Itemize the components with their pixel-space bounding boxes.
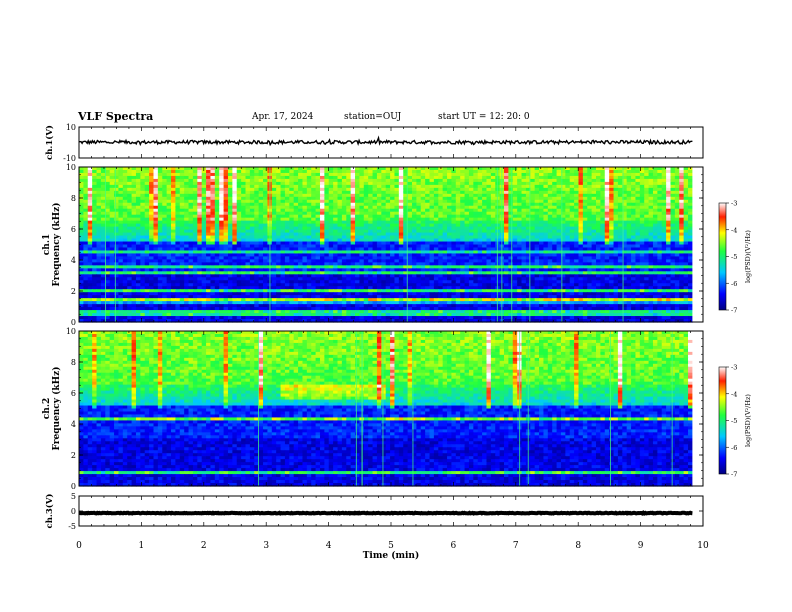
xtick-label: 5 [388,541,394,551]
colorbar-tick-label: -4 [731,226,737,234]
xtick-label: 4 [326,541,332,551]
x-axis-label: Time (min) [363,550,420,561]
ch2-spectrogram [79,331,703,487]
ch1-waveform [79,135,693,147]
figure-title: VLF Spectra [78,110,154,123]
ytick-label: 10 [66,123,76,132]
xtick-label: 8 [575,541,581,551]
colorbar-tick-label: -6 [731,444,737,452]
xtick-label: 10 [697,541,709,551]
ch1-spectrogram [79,167,703,323]
xtick-label: 9 [638,541,644,551]
colorbar-label: log(PSD)(V²/Hz) [744,394,752,447]
xtick-label: 2 [201,541,207,551]
ytick-label: 4 [71,420,76,429]
colorbar-tick-label: -6 [731,280,737,288]
colorbar [718,202,727,311]
ytick-label: -5 [68,522,76,531]
station-label: station=OUJ [344,112,402,122]
colorbar-tick-label: -3 [731,364,737,372]
ytick-label: 5 [71,492,76,501]
ytick-label: 10 [66,163,76,172]
y-axis-label: Frequency (kHz) [51,202,62,286]
ytick-label: -10 [63,154,76,163]
ytick-label: 8 [71,194,76,203]
colorbar-tick-label: -4 [731,390,737,398]
y-axis-label: ch.3(V) [44,494,55,529]
ytick-label: 2 [71,451,76,460]
colorbar [718,366,727,475]
ytick-label: 6 [71,225,76,234]
xtick-label: 7 [513,541,519,551]
xtick-label: 3 [263,541,269,551]
start-time-label: start UT = 12: 20: 0 [438,112,530,122]
colorbar-label: log(PSD)(V²/Hz) [744,230,752,283]
y-axis-label: ch.1(V) [44,125,55,160]
channel-label: ch.2 [42,398,52,419]
colorbar-tick-label: -7 [731,307,737,315]
date-label: Apr. 17, 2024 [252,112,314,122]
ytick-label: 0 [71,482,76,491]
ytick-label: 2 [71,287,76,296]
xtick-label: 0 [76,541,82,551]
ytick-label: 0 [71,318,76,327]
colorbar-tick-label: -5 [731,253,737,261]
ch3-waveform [78,510,693,516]
xtick-label: 1 [139,541,145,551]
ytick-label: 8 [71,358,76,367]
colorbar-tick-label: -5 [731,417,737,425]
ytick-label: 6 [71,389,76,398]
ytick-label: 0 [71,507,76,516]
xtick-label: 6 [451,541,457,551]
colorbar-tick-label: -3 [731,200,737,208]
y-axis-label: Frequency (kHz) [51,366,62,450]
colorbar-tick-label: -7 [731,471,737,479]
ytick-label: 10 [66,327,76,336]
channel-label: ch.1 [42,234,52,255]
ytick-label: 4 [71,256,76,265]
